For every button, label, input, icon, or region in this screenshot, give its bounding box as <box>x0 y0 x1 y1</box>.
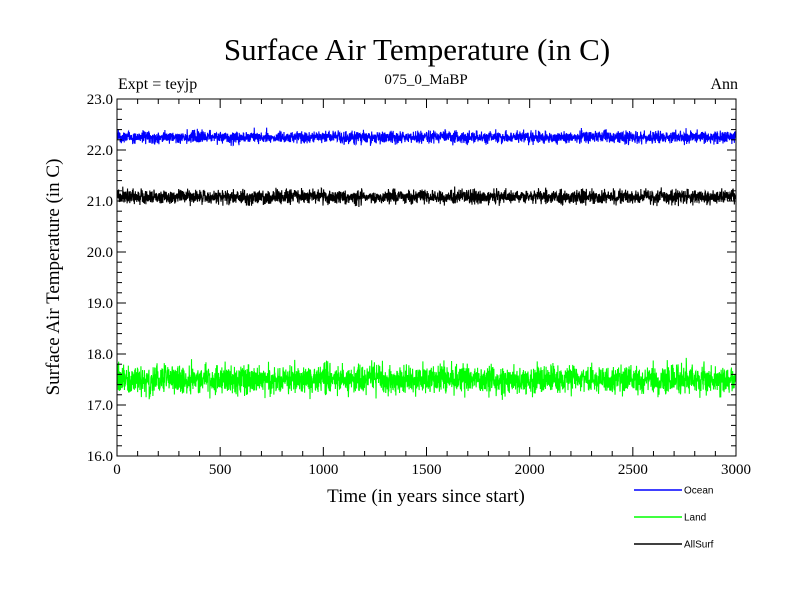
season-label: Ann <box>710 76 738 93</box>
legend-label-allsurf: AllSurf <box>684 540 714 551</box>
y-tick-label: 20.0 <box>87 245 113 261</box>
y-tick-label: 17.0 <box>87 398 113 414</box>
chart-title: Surface Air Temperature (in C) <box>224 32 610 67</box>
axis-ticks: 0 500 1000 1500 2000 2500 3000 16.0 17.0 18.0 19.0… <box>87 92 751 478</box>
experiment-label: Expt = teyjp <box>118 76 197 93</box>
legend-label-land: Land <box>684 513 706 524</box>
x-tick-label: 0 <box>113 462 121 478</box>
y-tick-label: 18.0 <box>87 347 113 363</box>
y-tick-label: 16.0 <box>87 449 113 465</box>
x-tick-label: 1000 <box>308 462 338 478</box>
chart-subtitle: 075_0_MaBP <box>384 72 467 88</box>
y-axis-label: Surface Air Temperature (in C) <box>43 159 64 396</box>
series-layer <box>116 127 737 400</box>
legend: Ocean Land AllSurf <box>634 486 714 551</box>
y-tick-label: 21.0 <box>87 194 113 210</box>
series-line-land <box>116 357 737 400</box>
x-tick-label: 500 <box>209 462 232 478</box>
legend-label-ocean: Ocean <box>684 486 713 497</box>
x-tick-label: 3000 <box>721 462 751 478</box>
series-line-allsurf <box>116 186 737 207</box>
y-tick-label: 22.0 <box>87 143 113 159</box>
y-tick-label: 23.0 <box>87 92 113 108</box>
y-tick-label: 19.0 <box>87 296 113 312</box>
x-tick-label: 1500 <box>412 462 442 478</box>
series-line-ocean <box>116 127 737 147</box>
x-tick-label: 2000 <box>515 462 545 478</box>
x-axis-label: Time (in years since start) <box>327 486 525 507</box>
x-tick-label: 2500 <box>618 462 648 478</box>
